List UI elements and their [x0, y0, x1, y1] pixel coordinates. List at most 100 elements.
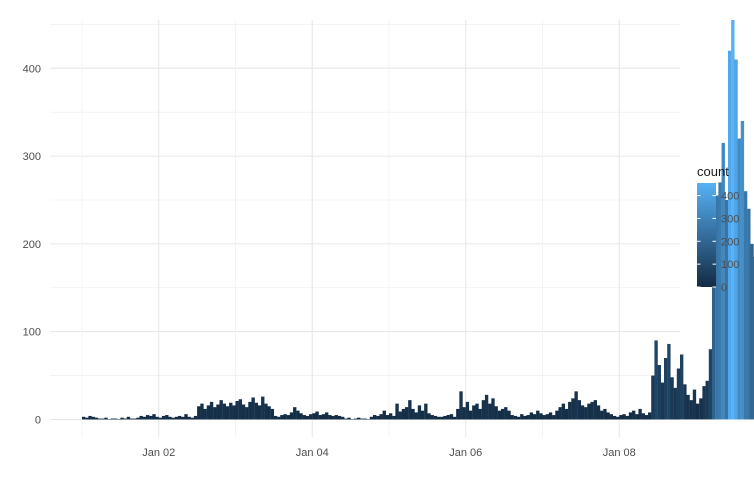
- bar: [683, 384, 687, 420]
- bar: [357, 417, 361, 420]
- bar: [657, 365, 661, 420]
- bar: [174, 416, 179, 420]
- legend-label: 400: [721, 191, 739, 203]
- bar: [101, 418, 105, 420]
- bar: [734, 59, 738, 420]
- bar: [520, 414, 524, 420]
- bar: [293, 407, 297, 420]
- bar: [584, 407, 588, 420]
- bar: [325, 412, 329, 420]
- bar: [280, 415, 284, 420]
- bar: [273, 415, 278, 420]
- bar: [161, 415, 166, 420]
- bar: [414, 412, 418, 420]
- bar: [727, 50, 732, 420]
- bar: [123, 418, 127, 420]
- bar: [440, 416, 444, 420]
- bar: [699, 398, 703, 420]
- bar: [337, 415, 342, 420]
- bar: [641, 413, 645, 420]
- bar: [721, 142, 725, 420]
- bar: [158, 417, 163, 420]
- bar: [628, 412, 633, 420]
- bar: [561, 403, 566, 420]
- bar: [344, 418, 348, 420]
- bar: [478, 408, 482, 420]
- y-tick-label: 300: [23, 151, 41, 163]
- bar: [705, 380, 709, 420]
- bar: [181, 416, 185, 420]
- bar: [149, 415, 153, 420]
- bar: [740, 120, 745, 420]
- bar: [462, 407, 466, 420]
- bar: [625, 415, 629, 420]
- bar: [81, 416, 86, 420]
- bar: [743, 191, 748, 420]
- bar: [619, 415, 623, 420]
- bar: [245, 407, 249, 420]
- bar: [468, 410, 473, 420]
- bar: [248, 401, 252, 420]
- bar: [670, 377, 674, 420]
- bar: [232, 405, 236, 420]
- bar: [334, 415, 338, 420]
- bar: [737, 138, 741, 420]
- y-tick-label: 400: [23, 63, 41, 75]
- legend-label: 200: [721, 236, 739, 248]
- bar: [542, 415, 546, 420]
- bar: [251, 397, 255, 420]
- bar: [203, 408, 207, 420]
- bar: [638, 408, 642, 420]
- bar: [446, 415, 450, 420]
- bar: [609, 414, 613, 420]
- bar: [88, 415, 92, 420]
- bar: [177, 415, 182, 420]
- bar: [654, 340, 658, 420]
- bar: [702, 386, 706, 420]
- bar: [408, 400, 412, 420]
- bar: [94, 417, 99, 420]
- bar: [507, 410, 511, 420]
- bar: [504, 407, 508, 420]
- bar: [494, 406, 498, 420]
- bar: [449, 414, 454, 420]
- bar: [216, 404, 220, 420]
- bar: [388, 413, 393, 420]
- bar: [353, 418, 358, 420]
- bar: [238, 399, 243, 420]
- bar: [155, 416, 159, 420]
- bar: [193, 415, 198, 420]
- bar: [241, 404, 246, 420]
- bar: [139, 415, 143, 420]
- bar: [420, 410, 425, 420]
- bar: [379, 414, 383, 420]
- bar: [165, 415, 169, 420]
- bar: [500, 408, 505, 420]
- legend-label: 100: [721, 259, 739, 271]
- bar: [302, 415, 306, 420]
- bar: [465, 401, 470, 420]
- bar: [680, 354, 684, 420]
- bar: [312, 413, 316, 420]
- bar: [363, 418, 367, 420]
- bar: [360, 418, 364, 420]
- bar: [318, 415, 322, 420]
- bar: [513, 415, 518, 420]
- bar: [289, 412, 294, 420]
- bar: [497, 410, 502, 420]
- bar: [747, 208, 751, 420]
- bar: [568, 401, 572, 420]
- bar: [676, 368, 681, 420]
- bar: [219, 400, 223, 420]
- bar: [85, 417, 89, 420]
- bar: [376, 415, 380, 420]
- y-axis: 0 100 200 300 400: [23, 63, 41, 426]
- bar: [267, 406, 271, 420]
- bar: [651, 375, 655, 420]
- bar: [213, 407, 217, 420]
- bar: [264, 403, 268, 420]
- bar: [545, 414, 550, 420]
- x-tick-label: Jan 08: [603, 447, 636, 459]
- bar: [724, 199, 729, 420]
